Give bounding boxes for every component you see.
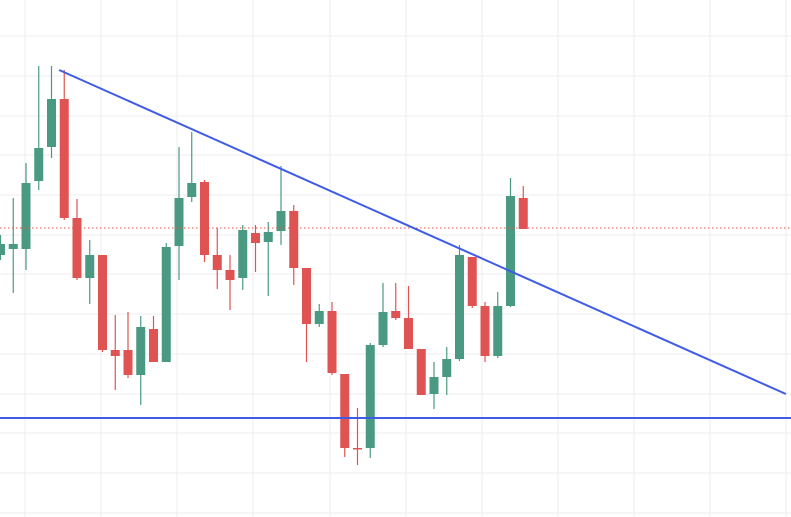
candle-down [123, 312, 133, 378]
candle-body [174, 198, 184, 246]
candle-body [238, 230, 248, 278]
candle-down [518, 186, 528, 229]
candle-body [480, 306, 490, 356]
candle-down [200, 180, 209, 262]
candle-body [225, 270, 235, 280]
candle-up [136, 316, 146, 405]
candle-body [302, 268, 311, 324]
candle-body [149, 329, 158, 362]
candle-up [365, 343, 375, 458]
candle-body [200, 182, 209, 255]
candle-up [442, 347, 452, 395]
candle-body [467, 257, 477, 306]
candle-up [238, 225, 248, 290]
candle-down [149, 316, 158, 362]
candle-body [98, 255, 107, 350]
candle-down [327, 302, 337, 375]
candle-body [34, 148, 44, 181]
candle-body [59, 99, 69, 218]
candle-up [8, 198, 18, 293]
candle-body [136, 327, 146, 375]
candle-down [480, 302, 490, 362]
candle-up [506, 178, 515, 307]
candle-up [429, 362, 439, 409]
candle-up [174, 147, 184, 280]
candle-down [225, 255, 235, 310]
candle-body [276, 211, 286, 231]
candle-body [187, 183, 197, 197]
candle-body [85, 255, 95, 278]
candle-up [378, 283, 388, 347]
candle-body [0, 244, 5, 255]
candles-layer [0, 66, 528, 465]
drawings-layer[interactable] [0, 69, 791, 419]
candle-down [110, 315, 120, 390]
candle-body [518, 198, 528, 229]
candle-body [212, 255, 222, 270]
candle-body [289, 211, 299, 268]
candle-up [47, 66, 56, 158]
candle-body [365, 345, 375, 448]
candle-body [404, 318, 413, 349]
candle-up [276, 166, 286, 245]
candle-down [353, 408, 362, 465]
candle-body [391, 311, 401, 318]
candle-down [98, 255, 107, 352]
candle-body [263, 232, 273, 242]
candle-body [110, 350, 120, 356]
candle-down [416, 349, 426, 395]
candle-up [85, 240, 95, 304]
candle-body [506, 196, 515, 306]
candle-up [493, 292, 503, 358]
candle-down [302, 268, 311, 362]
candle-down [212, 228, 222, 289]
candle-body [21, 183, 31, 249]
candle-up [21, 163, 31, 270]
candle-down [467, 257, 477, 308]
candle-body [353, 448, 362, 450]
candle-up [187, 132, 197, 202]
candle-up [455, 245, 464, 361]
candle-down [72, 199, 82, 280]
candle-up [161, 243, 171, 362]
candle-up [314, 304, 324, 327]
candle-body [161, 247, 171, 362]
candle-down [340, 374, 350, 457]
candle-up [263, 222, 273, 296]
candle-body [429, 377, 439, 394]
candle-up [34, 66, 44, 190]
candle-body [455, 255, 464, 359]
candle-body [314, 311, 324, 324]
candle-down [59, 70, 69, 220]
candle-down [391, 283, 401, 320]
candle-up [0, 235, 5, 260]
candle-down [289, 205, 299, 285]
candle-body [47, 99, 56, 147]
candle-body [327, 311, 337, 373]
candle-body [72, 218, 82, 278]
candle-body [442, 359, 452, 377]
candle-down [251, 225, 260, 272]
candle-body [340, 374, 350, 448]
candle-body [378, 312, 388, 345]
candle-body [493, 306, 503, 356]
candle-body [123, 350, 133, 375]
descending-trendline[interactable] [58, 69, 787, 395]
candle-body [416, 349, 426, 395]
candle-body [251, 233, 260, 243]
candle-down [404, 286, 413, 349]
candle-body [8, 244, 18, 249]
